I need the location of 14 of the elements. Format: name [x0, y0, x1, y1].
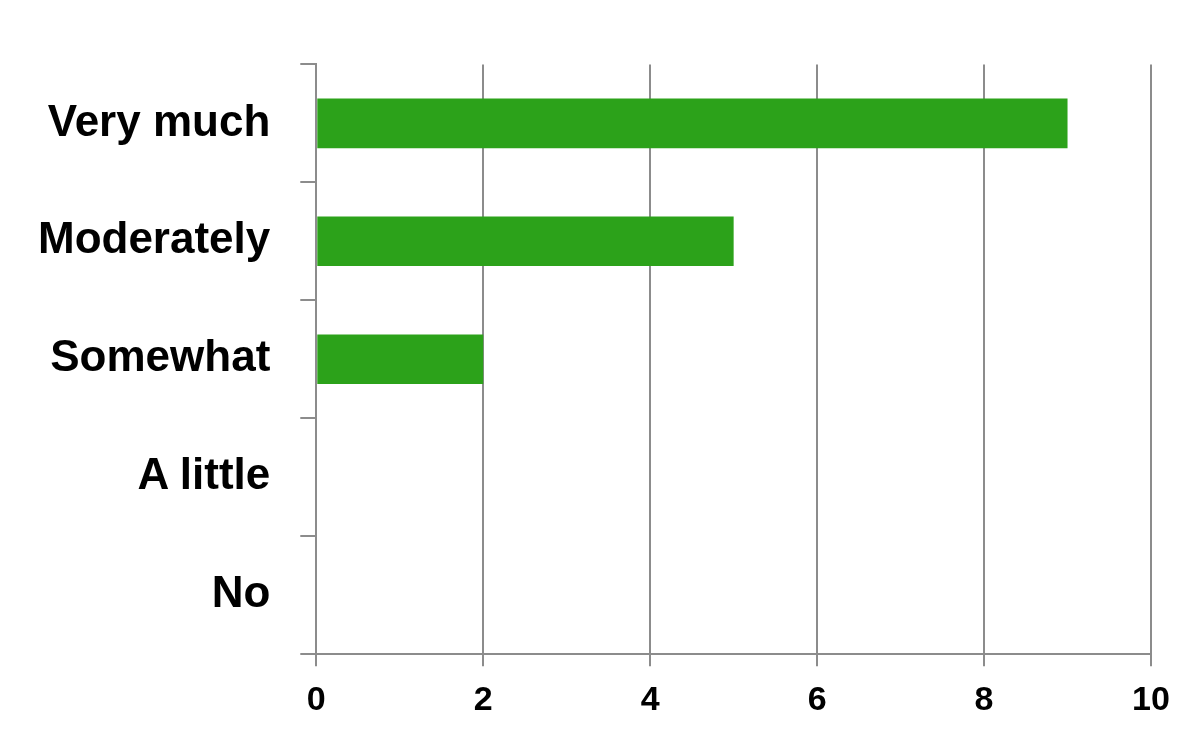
- y-tick-label: No: [211, 567, 271, 617]
- x-tick-label: 8: [974, 678, 994, 717]
- y-tick-label: Very much: [47, 95, 271, 145]
- x-tick-label: 4: [640, 678, 660, 717]
- bar: [317, 334, 484, 385]
- x-tick-label: 2: [473, 678, 493, 717]
- x-tick-label: 10: [1132, 678, 1170, 717]
- x-tick-label: 6: [807, 678, 827, 717]
- y-tick-label: Moderately: [37, 213, 271, 263]
- y-tick-label: A little: [137, 449, 271, 499]
- y-tick-label: Somewhat: [50, 331, 271, 381]
- bar: [317, 98, 1068, 149]
- bar: [317, 216, 734, 267]
- x-tick-label: 0: [306, 678, 326, 717]
